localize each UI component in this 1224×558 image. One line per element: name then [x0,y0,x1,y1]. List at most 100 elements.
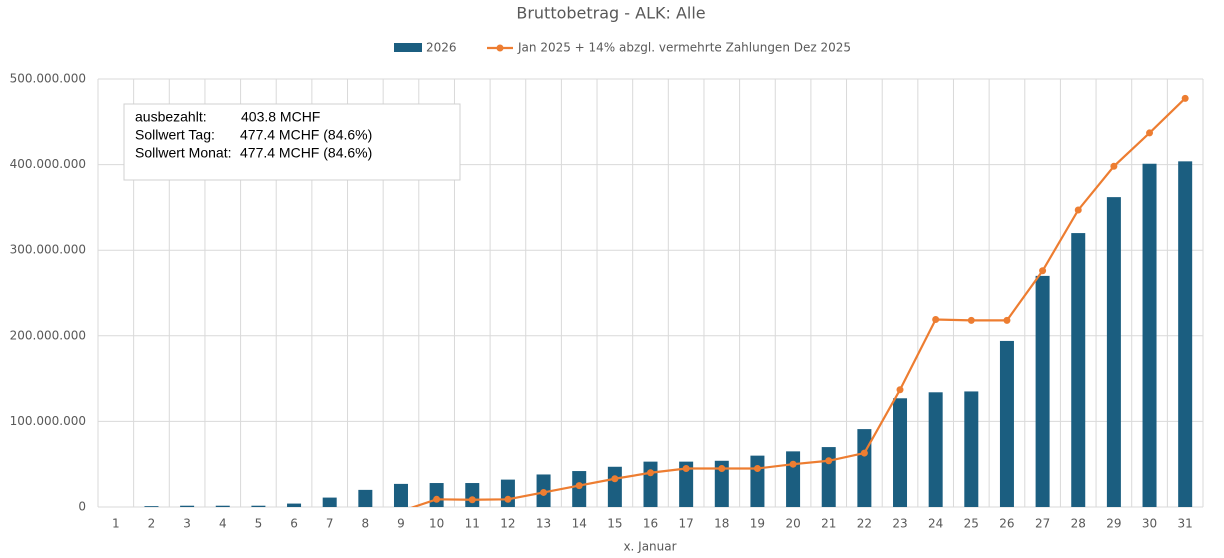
line-marker [967,316,975,324]
line-marker [682,464,690,472]
annotation-value: 403.8 MCHF [241,109,320,125]
bar [144,506,159,507]
annotation-label: ausbezahlt: [135,109,207,125]
line-marker [896,386,904,394]
x-tick-label: 22 [857,517,872,531]
x-tick-label: 16 [643,517,658,531]
x-axis-label: x. Januar [623,540,676,554]
x-tick-label: 24 [928,517,943,531]
x-tick-label: 11 [465,517,480,531]
x-tick-label: 31 [1178,517,1193,531]
x-tick-label: 9 [397,517,405,531]
annotation-value: 477.4 MCHF (84.6%) [240,145,372,161]
line-marker [860,449,868,457]
line-marker [1110,162,1118,170]
bar [393,483,408,507]
line-marker [575,482,583,490]
bar [251,505,266,507]
x-tick-label: 10 [429,517,444,531]
x-tick-label: 12 [500,517,515,531]
bar [999,340,1014,507]
x-tick-label: 19 [750,517,765,531]
bar [322,497,337,507]
y-tick-label: 300.000.000 [10,243,86,257]
line-marker [825,457,833,465]
line-marker [789,460,797,468]
bar [429,483,444,507]
chart-title: Bruttobetrag - ALK: Alle [516,4,705,23]
bar [1035,275,1050,507]
annotation-box: ausbezahlt: 403.8 MCHF Sollwert Tag: 477.4 … [123,103,461,181]
bar [607,466,622,507]
x-tick-label: 25 [964,517,979,531]
bar [1106,197,1121,508]
legend-swatch [394,43,422,52]
line-marker [540,488,548,496]
x-tick-label: 6 [290,517,298,531]
x-tick-label: 20 [785,517,800,531]
legend-label: Jan 2025 + 14% abzgl. vermehrte Zahlunge… [517,41,851,55]
line-marker [504,495,512,503]
bar [1142,163,1157,507]
line-marker [433,495,441,503]
line-marker [1146,129,1154,137]
annotation-label: Sollwert Tag: [135,127,215,143]
x-tick-label: 14 [572,517,587,531]
x-tick-label: 28 [1071,517,1086,531]
bar [964,391,979,507]
bar [465,483,480,507]
bar [500,479,515,507]
line-marker [1003,316,1011,324]
x-tick-label: 8 [362,517,370,531]
line-marker [718,464,726,472]
line-marker [753,464,761,472]
line-marker [1074,206,1082,214]
x-tick-label: 15 [607,517,622,531]
line-marker [1181,94,1189,102]
bar [893,398,908,507]
bar [714,460,729,507]
bar [180,505,195,507]
line-marker [468,496,476,504]
x-tick-label: 1 [112,517,120,531]
line-marker [647,469,654,477]
y-tick-label: 200.000.000 [10,328,86,342]
line-marker [932,316,940,324]
line-marker [1039,267,1047,275]
y-tick-label: 0 [78,500,86,514]
line-marker [611,475,619,483]
x-tick-label: 5 [255,517,263,531]
bar [821,447,836,507]
bar [750,455,765,507]
x-tick-label: 18 [714,517,729,531]
bar [1071,233,1086,507]
legend-swatch [496,44,504,52]
x-tick-label: 21 [821,517,836,531]
y-tick-label: 100.000.000 [10,414,86,428]
bar [215,505,230,507]
bar [643,461,658,507]
x-tick-label: 3 [183,517,191,531]
x-tick-label: 4 [219,517,227,531]
x-tick-label: 26 [999,517,1014,531]
line-series [410,97,1186,507]
bar [786,451,801,507]
x-tick-label: 17 [679,517,694,531]
y-tick-label: 500.000.000 [10,72,86,86]
annotation-value: 477.4 MCHF (84.6%) [240,127,372,143]
bar [857,429,872,507]
bar [928,392,943,507]
annotation-frame [123,103,461,181]
x-tick-label: 30 [1142,517,1157,531]
x-tick-label: 23 [892,517,907,531]
x-tick-label: 29 [1106,517,1121,531]
bar [358,489,373,507]
x-tick-label: 2 [148,517,156,531]
y-tick-label: 400.000.000 [10,157,86,171]
bar [679,461,694,507]
x-tick-label: 13 [536,517,551,531]
x-tick-label: 7 [326,517,334,531]
legend-label: 2026 [426,41,457,55]
bar [287,503,302,507]
